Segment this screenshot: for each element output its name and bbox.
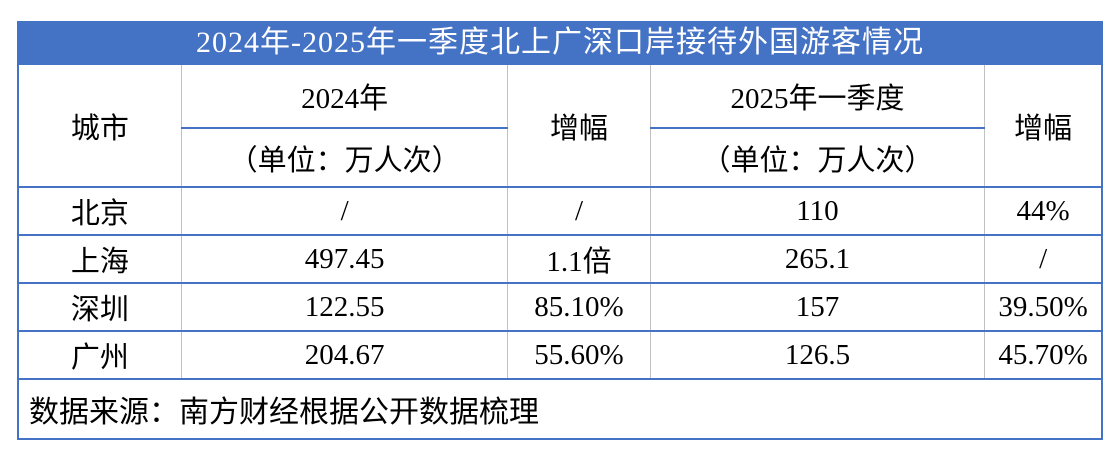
header-2024: 2024年 xyxy=(180,63,509,129)
header-growth-2024: 增幅 xyxy=(507,63,651,188)
cell-city: 广州 xyxy=(17,330,182,380)
data-source: 数据来源：南方财经根据公开数据梳理 xyxy=(18,378,1102,440)
cell-2025-growth: 39.50% xyxy=(984,282,1103,332)
header-2025q1: 2025年一季度 xyxy=(649,63,986,129)
cell-2025-value: 126.5 xyxy=(649,330,986,380)
cell-2024-value: 204.67 xyxy=(180,330,509,380)
cell-city: 北京 xyxy=(17,186,182,236)
header-growth-2025: 增幅 xyxy=(984,63,1103,188)
cell-2025-value: 110 xyxy=(649,186,986,236)
table-title: 2024年-2025年一季度北上广深口岸接待外国游客情况 xyxy=(17,21,1103,63)
cell-city: 上海 xyxy=(17,234,182,284)
cell-2024-growth: / xyxy=(507,186,651,236)
cell-2024-growth: 1.1倍 xyxy=(507,234,651,284)
table-row-beijing: 北京 / / 110 44% xyxy=(17,186,1103,236)
header-row-units: （单位：万人次） （单位：万人次） xyxy=(18,127,1102,188)
cell-2024-growth: 85.10% xyxy=(507,282,651,332)
header-2024-unit: （单位：万人次） xyxy=(180,127,509,188)
table-row-shanghai: 上海 497.45 1.1倍 265.1 / xyxy=(17,234,1103,284)
table-row-guangzhou: 广州 204.67 55.60% 126.5 45.70% xyxy=(17,330,1103,380)
cell-2024-growth: 55.60% xyxy=(507,330,651,380)
header-2025-unit: （单位：万人次） xyxy=(649,127,986,188)
data-table: 城市 2024年 增幅 2025年一季度 增幅 （单位：万人次） （单位：万人次… xyxy=(17,63,1103,440)
cell-city: 深圳 xyxy=(17,282,182,332)
cell-2025-value: 265.1 xyxy=(649,234,986,284)
cell-2025-growth: 45.70% xyxy=(984,330,1103,380)
cell-2024-value: / xyxy=(180,186,509,236)
header-city: 城市 xyxy=(17,63,182,188)
cell-2024-value: 122.55 xyxy=(180,282,509,332)
infographic-table: 2024年-2025年一季度北上广深口岸接待外国游客情况 城市 2024年 增幅… xyxy=(17,21,1103,440)
cell-2025-growth: / xyxy=(984,234,1103,284)
cell-2025-growth: 44% xyxy=(984,186,1103,236)
cell-2025-value: 157 xyxy=(649,282,986,332)
table-row-shenzhen: 深圳 122.55 85.10% 157 39.50% xyxy=(17,282,1103,332)
header-row-top: 城市 2024年 增幅 2025年一季度 增幅 xyxy=(17,63,1103,188)
cell-2024-value: 497.45 xyxy=(180,234,509,284)
source-row: 数据来源：南方财经根据公开数据梳理 xyxy=(18,378,1102,440)
